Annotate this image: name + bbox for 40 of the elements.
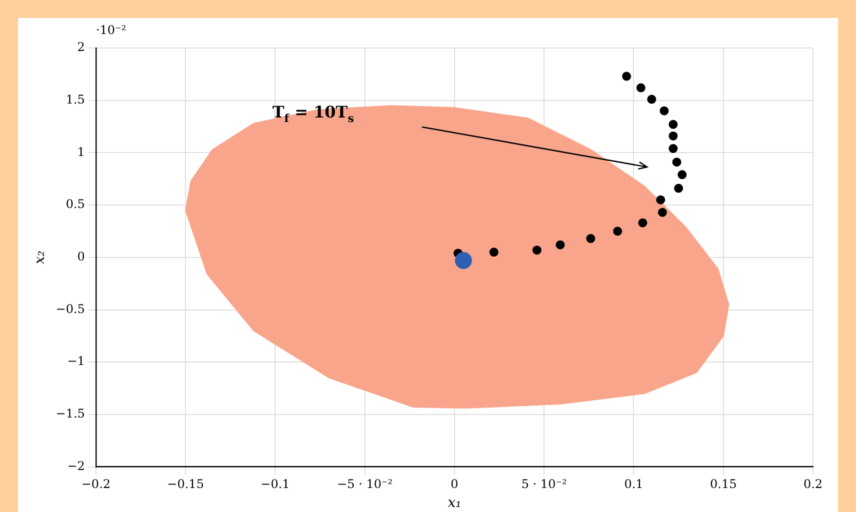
x-tick-label: −0.15 [167,477,204,492]
point [638,218,648,228]
y-tick-label: 2 [77,40,85,54]
point [656,195,666,204]
point [586,234,596,244]
point [622,72,632,81]
point [660,106,669,116]
point [668,120,678,129]
x-tick-label: 5 · 10⁻² [521,477,568,492]
x-tick-label: −0.2 [81,477,111,492]
y-tick-label: −0.5 [56,302,85,316]
point [532,246,542,255]
point [674,184,684,193]
x-tick-label: −5 · 10⁻² [337,477,393,492]
point [556,240,565,250]
point [668,131,678,140]
point [454,252,472,270]
point [613,226,622,236]
point [489,248,498,257]
y-tick-label: 1 [77,144,85,159]
x-tick-label: 0.2 [803,477,823,492]
point [678,170,687,180]
y-axis-title: x₂ [32,250,48,264]
y-tick-label: 0.5 [66,197,85,212]
x-tick-label: −0.1 [260,477,290,492]
point [647,94,656,104]
x-axis-title: x₁ [448,495,462,512]
text: ·10⁻² [96,23,126,37]
y-tick-label: −1 [67,354,85,368]
point [668,144,678,154]
point [636,83,646,92]
x-tick-label: 0 [450,477,458,492]
y-tick-label: 1.5 [66,92,85,106]
x-tick-label: 0.1 [624,477,644,492]
y-tick-label: 0 [77,250,85,264]
y-tick-label: −2 [67,458,85,473]
point [672,158,682,167]
point [658,208,667,217]
x-tick-label: 0.15 [710,477,737,492]
y-tick-label: −1.5 [56,406,85,421]
